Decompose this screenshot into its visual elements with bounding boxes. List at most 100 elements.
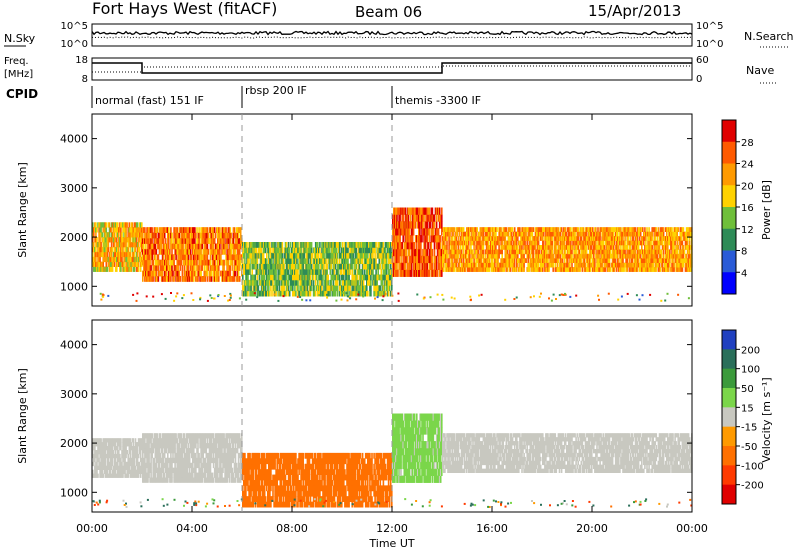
heatmap-cell xyxy=(472,262,474,268)
heatmap-cell xyxy=(620,245,622,250)
heatmap-cell xyxy=(304,247,307,254)
heatmap-cell xyxy=(501,231,503,237)
heatmap-cell xyxy=(251,274,253,281)
heatmap-cell xyxy=(192,227,194,233)
heatmap-cell xyxy=(676,227,678,232)
heatmap-cell xyxy=(513,258,516,263)
heatmap-cell xyxy=(373,263,375,270)
heatmap-cell xyxy=(153,265,156,271)
heatmap-cell xyxy=(305,274,308,281)
heatmap-cell xyxy=(652,227,654,232)
heatmap-cell xyxy=(616,253,618,259)
heatmap-cell xyxy=(521,267,523,272)
heatmap-cell xyxy=(471,267,473,272)
heatmap-cell xyxy=(302,274,304,281)
heatmap-cell xyxy=(589,236,592,241)
heatmap-cell xyxy=(193,265,195,271)
heatmap-cell xyxy=(579,262,582,268)
heatmap-cell xyxy=(374,263,376,270)
heatmap-cell xyxy=(147,248,149,255)
heatmap-cell xyxy=(523,240,525,246)
heatmap-cell xyxy=(277,269,279,275)
heatmap-cell xyxy=(585,231,588,237)
heatmap-cell xyxy=(382,285,385,292)
heatmap-cell xyxy=(225,238,227,244)
heatmap-cell xyxy=(217,248,219,255)
heatmap-cell xyxy=(275,269,277,275)
heatmap-cell xyxy=(291,252,293,259)
heatmap-cell xyxy=(492,227,494,232)
heatmap-cell xyxy=(355,263,358,270)
heatmap-cell xyxy=(191,276,193,282)
heatmap-cell xyxy=(373,247,375,254)
heatmap-cell xyxy=(299,252,301,259)
heatmap-cell xyxy=(197,243,199,250)
heatmap-cell xyxy=(414,207,417,215)
heatmap-cell xyxy=(666,249,668,255)
heatmap-cell xyxy=(558,231,561,237)
heatmap-cell xyxy=(402,207,404,215)
heatmap-cell xyxy=(126,237,128,243)
heatmap-cell xyxy=(225,243,227,250)
heatmap-cell xyxy=(122,246,124,253)
noise-cell xyxy=(175,295,178,298)
heatmap-cell xyxy=(423,255,425,264)
heatmap-cell xyxy=(182,254,185,261)
heatmap-cell xyxy=(459,240,462,246)
heatmap-cell xyxy=(268,269,270,275)
heatmap-cell xyxy=(194,243,196,250)
heatmap-cell xyxy=(182,243,185,250)
heatmap-cell xyxy=(375,285,377,292)
heatmap-cell xyxy=(377,263,379,270)
heatmap-cell xyxy=(391,285,393,292)
heatmap-cell xyxy=(220,232,222,239)
heatmap-cell xyxy=(616,240,618,246)
heatmap-cell xyxy=(492,249,494,255)
heatmap-cell xyxy=(546,258,548,263)
heatmap-cell xyxy=(148,238,150,244)
heatmap-cell xyxy=(267,279,269,286)
heatmap-cell xyxy=(195,232,197,239)
heatmap-cell xyxy=(455,240,458,246)
heatmap-cell xyxy=(128,227,131,233)
heatmap-cell xyxy=(338,263,341,270)
heatmap-cell xyxy=(586,267,589,272)
heatmap-cell xyxy=(313,263,316,270)
heatmap-cell xyxy=(268,285,270,292)
heatmap-cell xyxy=(467,267,469,272)
heatmap-cell xyxy=(556,227,559,232)
heatmap-cell xyxy=(481,245,484,250)
heatmap-cell xyxy=(147,227,149,233)
heatmap-cell xyxy=(174,243,176,250)
heatmap-cell xyxy=(428,235,431,243)
heatmap-cell xyxy=(308,269,311,275)
heatmap-cell xyxy=(620,258,622,263)
heatmap-cell xyxy=(182,238,185,244)
heatmap-cell xyxy=(131,256,134,263)
heatmap-cell xyxy=(626,262,628,268)
heatmap-cell xyxy=(470,227,472,232)
heatmap-cell xyxy=(98,251,100,258)
nsearch-series xyxy=(91,36,692,39)
heatmap-cell xyxy=(452,262,454,268)
heatmap-cell xyxy=(422,228,424,236)
heatmap-cell xyxy=(320,252,322,259)
heatmap-cell xyxy=(616,227,618,232)
heatmap-cell xyxy=(545,249,547,255)
heatmap-cell xyxy=(176,248,178,255)
heatmap-cell xyxy=(446,240,448,246)
heatmap-cell xyxy=(264,242,267,248)
heatmap-cell xyxy=(398,221,400,229)
heatmap-cell xyxy=(386,252,389,259)
heatmap-cell xyxy=(267,242,269,248)
heatmap-cell xyxy=(516,262,518,268)
heatmap-cell xyxy=(542,236,544,241)
heatmap-cell xyxy=(629,253,632,259)
heatmap-cell xyxy=(347,258,349,264)
heatmap-cell xyxy=(258,247,261,254)
heatmap-cell xyxy=(335,258,338,264)
heatmap-cell xyxy=(567,267,569,272)
heatmap-cell xyxy=(438,214,441,222)
cpid-segment-2: rbsp 200 IF xyxy=(245,84,307,97)
heatmap-cell xyxy=(151,238,153,244)
